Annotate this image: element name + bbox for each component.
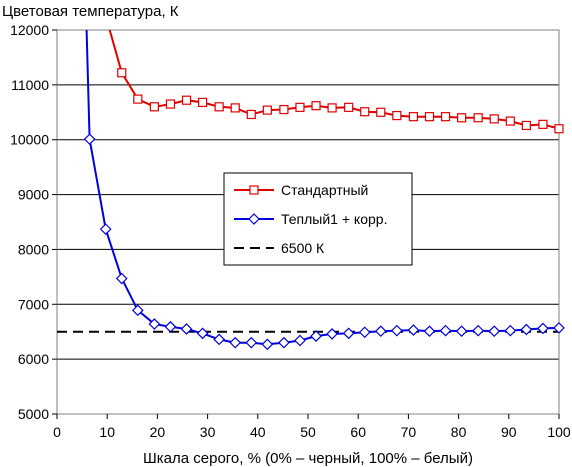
data-point — [229, 336, 242, 349]
data-point — [164, 320, 177, 333]
data-point — [262, 105, 272, 115]
data-point — [326, 328, 338, 340]
x-tick-label: 80 — [451, 424, 467, 440]
data-point — [457, 113, 467, 123]
data-point — [279, 104, 289, 115]
data-point — [311, 101, 321, 111]
y-tick-label: 11000 — [11, 77, 49, 93]
series-1 — [83, 29, 565, 351]
x-tick-label: 40 — [250, 424, 266, 440]
x-tick-label: 70 — [401, 424, 417, 440]
y-tick-label: 7000 — [18, 296, 49, 312]
data-point — [245, 336, 258, 349]
data-point — [230, 103, 240, 113]
y-axis-ticks: 5000 6000 7000 8000 9000 10000 11000 12000 — [10, 22, 57, 422]
x-tick-label: 60 — [350, 424, 366, 440]
data-point — [180, 323, 193, 335]
data-point — [83, 133, 96, 146]
series-layer — [57, 29, 565, 351]
data-point — [505, 116, 515, 126]
x-tick-label: 10 — [99, 424, 115, 440]
data-point — [455, 325, 468, 338]
legend-marker — [248, 213, 260, 225]
data-point — [376, 107, 386, 117]
data-point — [391, 324, 403, 337]
x-axis-label: Шкала серого, % (0% – черный, 100% – бел… — [143, 450, 473, 467]
x-tick-label: 90 — [501, 424, 517, 440]
data-point — [214, 102, 224, 112]
x-tick-label: 50 — [300, 424, 316, 440]
series-line — [108, 29, 560, 130]
legend-label: Стандартный — [281, 182, 368, 198]
x-axis-ticks: 0 10 20 30 40 50 60 70 80 90 100 — [53, 414, 571, 440]
legend-label: Теплый1 + корр. — [281, 211, 387, 227]
data-point — [181, 95, 192, 105]
data-point — [489, 114, 499, 124]
data-point — [133, 94, 143, 104]
y-tick-label: 10000 — [10, 132, 49, 148]
data-point — [344, 102, 354, 112]
data-point — [295, 102, 305, 112]
y-tick-label: 5000 — [18, 406, 49, 422]
data-point — [472, 324, 485, 337]
chart-title: Цветовая температура, К — [2, 3, 179, 20]
y-tick-label: 8000 — [18, 241, 49, 257]
data-point — [440, 112, 451, 122]
data-point — [115, 272, 128, 285]
data-point — [374, 325, 387, 338]
data-point — [342, 327, 355, 340]
data-point — [537, 322, 549, 335]
x-tick-label: 0 — [53, 424, 61, 440]
data-point — [360, 107, 370, 117]
data-point — [196, 327, 209, 340]
data-point — [473, 113, 483, 123]
data-point — [439, 324, 452, 337]
data-point — [131, 304, 144, 317]
series-0 — [108, 29, 564, 134]
data-point — [165, 99, 176, 109]
y-tick-label: 12000 — [10, 22, 49, 38]
data-point — [99, 223, 112, 235]
data-point — [327, 103, 337, 113]
data-point — [424, 112, 435, 122]
data-point — [246, 109, 256, 120]
legend-marker — [249, 185, 259, 195]
data-point — [520, 323, 533, 336]
x-tick-label: 20 — [150, 424, 166, 440]
data-point — [554, 124, 564, 134]
x-tick-label: 30 — [200, 424, 216, 440]
data-point — [197, 97, 208, 108]
data-point — [521, 120, 531, 131]
legend: Стандартный Теплый1 + корр. 6500 К — [223, 172, 413, 266]
data-point — [538, 119, 548, 129]
data-point — [148, 318, 161, 330]
data-point — [423, 325, 436, 338]
data-point — [488, 325, 501, 338]
data-point — [278, 336, 290, 349]
data-point — [213, 333, 225, 346]
data-point — [117, 68, 127, 78]
data-point — [408, 112, 419, 122]
data-point — [261, 338, 274, 351]
legend-label: 6500 К — [281, 240, 325, 256]
y-tick-label: 6000 — [18, 351, 49, 367]
data-point — [392, 110, 402, 121]
data-point — [310, 330, 322, 342]
data-point — [358, 326, 371, 339]
data-point — [553, 322, 565, 334]
y-tick-label: 9000 — [18, 187, 49, 203]
x-tick-label: 100 — [547, 424, 571, 440]
data-point — [294, 334, 306, 347]
data-point — [149, 102, 159, 112]
data-point — [504, 324, 517, 337]
data-point — [407, 324, 420, 336]
